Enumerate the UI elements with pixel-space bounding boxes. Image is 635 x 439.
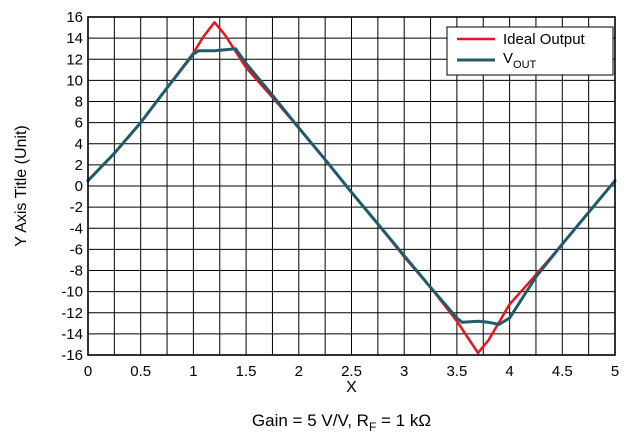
x-tick-label: 2: [295, 363, 303, 380]
caption-sub: F: [369, 420, 376, 434]
legend-label-vout-main: V: [503, 50, 513, 67]
x-tick-label: 5: [611, 363, 619, 380]
x-axis-title: X: [346, 379, 357, 396]
x-tick-label: 1.5: [236, 363, 257, 380]
y-axis-title: Y Axis Title (Unit): [13, 125, 30, 247]
legend: Ideal Output VOUT: [446, 26, 614, 76]
legend-label-vout: VOUT: [503, 50, 537, 71]
y-tick-label: 6: [75, 115, 83, 132]
y-tick-label: -4: [70, 220, 83, 237]
x-tick-label: 0.5: [130, 363, 151, 380]
y-tick-label: -8: [70, 263, 83, 280]
y-tick-label: -10: [61, 284, 83, 301]
y-tick-label: -6: [70, 241, 83, 258]
x-tick-label: 4: [505, 363, 513, 380]
y-tick-label: -14: [61, 326, 83, 343]
y-tick-label: 10: [66, 72, 83, 89]
x-tick-label: 3: [400, 363, 408, 380]
legend-box: [446, 26, 614, 76]
y-tick-labels: 16 14 12 10 8 6 4 2 0 -2 -4 -6 -8 -10 -12 -14 -16: [61, 9, 83, 364]
x-tick-label: 2.5: [341, 363, 362, 380]
legend-label-ideal-output: Ideal Output: [503, 31, 586, 48]
x-tick-label: 3.5: [446, 363, 467, 380]
plot-frame: [87, 16, 616, 356]
y-tick-label: 16: [66, 9, 83, 26]
x-tick-label: 1: [189, 363, 197, 380]
plot-lines: [86, 21, 617, 355]
series-line-vout: [86, 47, 617, 326]
y-tick-label: -16: [61, 347, 83, 364]
caption-main: Gain = 5 V/V, R: [252, 411, 369, 430]
legend-label-vout-sub: OUT: [513, 59, 537, 71]
y-tick-label: 2: [75, 157, 83, 174]
y-tick-label: 12: [66, 51, 83, 68]
y-tick-label: -12: [61, 305, 83, 322]
x-tick-label: 0: [84, 363, 92, 380]
y-tick-label: 14: [66, 30, 83, 47]
chart-caption: Gain = 5 V/V, RF = 1 kΩ: [252, 411, 431, 434]
grid: [88, 17, 615, 355]
caption-tail: = 1 kΩ: [376, 411, 431, 430]
x-tick-labels: 0 0.5 1 1.5 2 2.5 3 3.5 4 4.5 5: [84, 363, 619, 380]
y-tick-label: 8: [75, 94, 83, 111]
y-tick-label: 0: [75, 178, 83, 195]
y-tick-label: 4: [75, 136, 83, 153]
y-tick-label: -2: [70, 199, 83, 216]
x-tick-label: 4.5: [552, 363, 573, 380]
